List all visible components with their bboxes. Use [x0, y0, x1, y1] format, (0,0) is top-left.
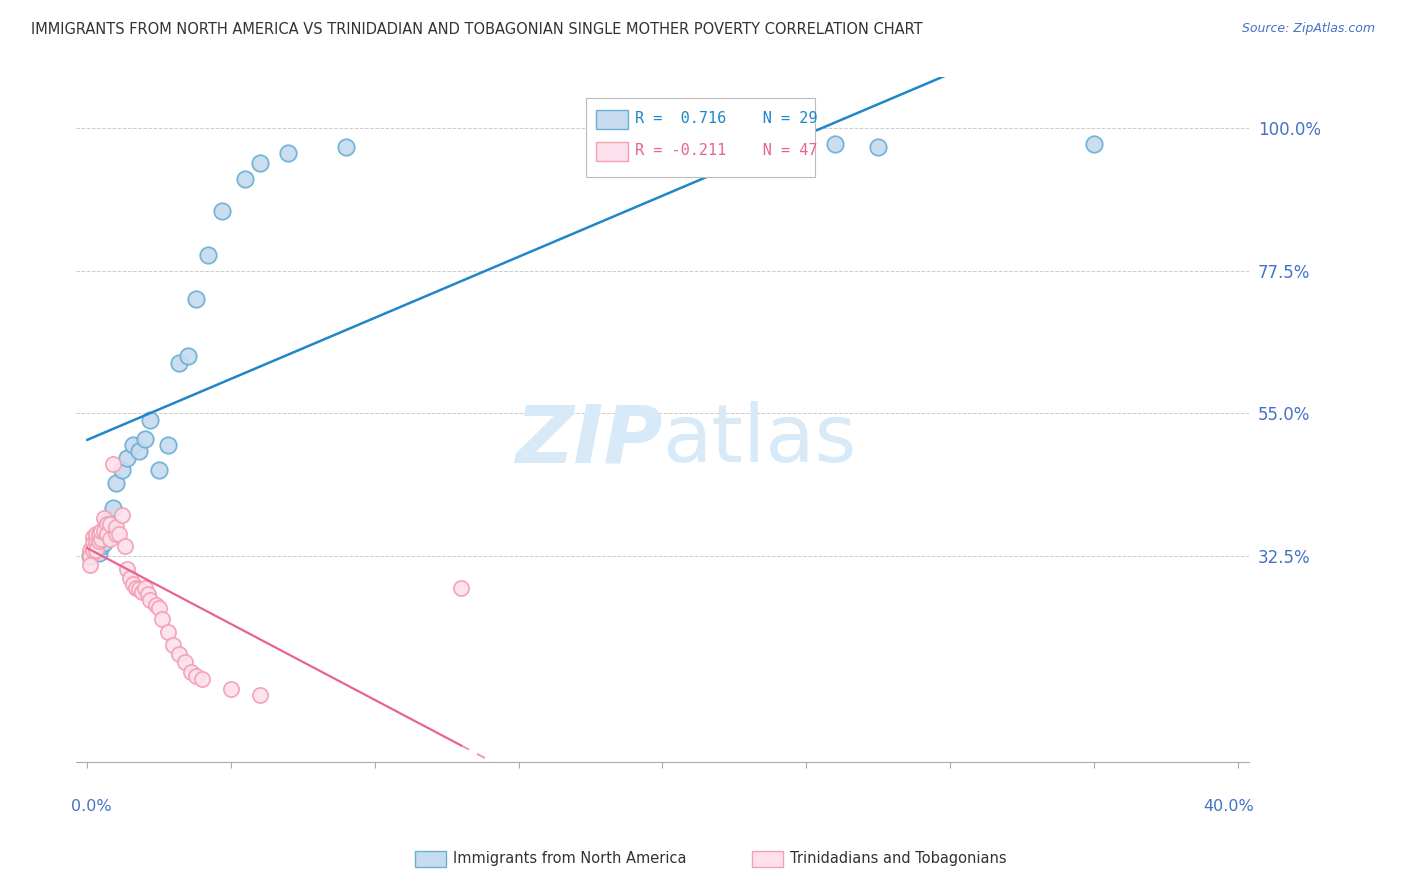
Point [249, 688, 271, 702]
Text: atlas: atlas [662, 401, 856, 479]
Point [87, 546, 110, 560]
Point [122, 577, 145, 591]
Text: Trinidadians and Tobagonians: Trinidadians and Tobagonians [790, 852, 1007, 866]
Point [90, 539, 112, 553]
Point [186, 292, 208, 306]
Point [104, 520, 127, 534]
Text: IMMIGRANTS FROM NORTH AMERICA VS TRINIDADIAN AND TOBAGONIAN SINGLE MOTHER POVERT: IMMIGRANTS FROM NORTH AMERICA VS TRINIDA… [31, 22, 922, 37]
Point [180, 665, 202, 679]
Point [145, 598, 167, 612]
Point [780, 136, 803, 151]
Point [211, 203, 233, 218]
Point [93, 511, 115, 525]
Point [96, 526, 118, 541]
Text: Immigrants from North America: Immigrants from North America [453, 852, 686, 866]
Point [84, 542, 107, 557]
Point [167, 647, 190, 661]
Point [101, 501, 124, 516]
Point [824, 136, 846, 151]
Point [93, 524, 115, 538]
Point [104, 526, 127, 541]
Point [233, 171, 256, 186]
Point [156, 438, 179, 452]
Point [84, 526, 107, 541]
Point [128, 444, 150, 458]
Point [82, 536, 104, 550]
Point [117, 450, 139, 465]
Point [174, 655, 197, 669]
Point [167, 355, 190, 369]
Point [134, 432, 156, 446]
FancyBboxPatch shape [596, 110, 628, 128]
Point [79, 549, 101, 563]
Text: ZIP: ZIP [515, 401, 662, 479]
Point [186, 669, 208, 683]
Point [131, 585, 153, 599]
Point [219, 681, 242, 696]
Point [156, 624, 179, 639]
Point [87, 534, 110, 549]
Point [114, 539, 136, 553]
Text: R = -0.211    N = 47: R = -0.211 N = 47 [636, 143, 818, 158]
Point [128, 582, 150, 597]
Point [122, 438, 145, 452]
Point [148, 463, 170, 477]
Point [84, 533, 107, 547]
Point [96, 517, 118, 532]
Point [98, 517, 121, 532]
Point [117, 561, 139, 575]
Point [1083, 136, 1105, 151]
Point [111, 463, 134, 477]
Point [136, 587, 159, 601]
Point [139, 593, 162, 607]
Point [335, 140, 357, 154]
Point [82, 542, 104, 557]
Point [868, 140, 890, 154]
Point [249, 156, 271, 170]
Point [277, 146, 299, 161]
Point [79, 549, 101, 563]
Text: 40.0%: 40.0% [1204, 799, 1254, 814]
Point [90, 524, 112, 538]
Point [150, 612, 173, 626]
FancyBboxPatch shape [596, 142, 628, 161]
Point [197, 248, 219, 262]
Point [191, 673, 214, 687]
Point [104, 475, 127, 490]
Point [111, 508, 134, 522]
Point [82, 542, 104, 557]
Point [98, 532, 121, 546]
Point [148, 601, 170, 615]
Point [96, 514, 118, 528]
FancyBboxPatch shape [586, 98, 815, 177]
Point [120, 571, 142, 585]
Text: 0.0%: 0.0% [70, 799, 111, 814]
Point [101, 457, 124, 471]
Point [139, 412, 162, 426]
Point [125, 581, 148, 595]
Point [93, 536, 115, 550]
Text: Source: ZipAtlas.com: Source: ZipAtlas.com [1241, 22, 1375, 36]
Point [134, 581, 156, 595]
Point [79, 558, 101, 573]
Point [107, 526, 129, 541]
Text: R =  0.716    N = 29: R = 0.716 N = 29 [636, 111, 818, 126]
Point [90, 532, 112, 546]
Point [177, 349, 200, 363]
Point [82, 530, 104, 544]
Point [79, 542, 101, 557]
Point [162, 638, 184, 652]
Point [87, 526, 110, 541]
Point [450, 581, 472, 595]
